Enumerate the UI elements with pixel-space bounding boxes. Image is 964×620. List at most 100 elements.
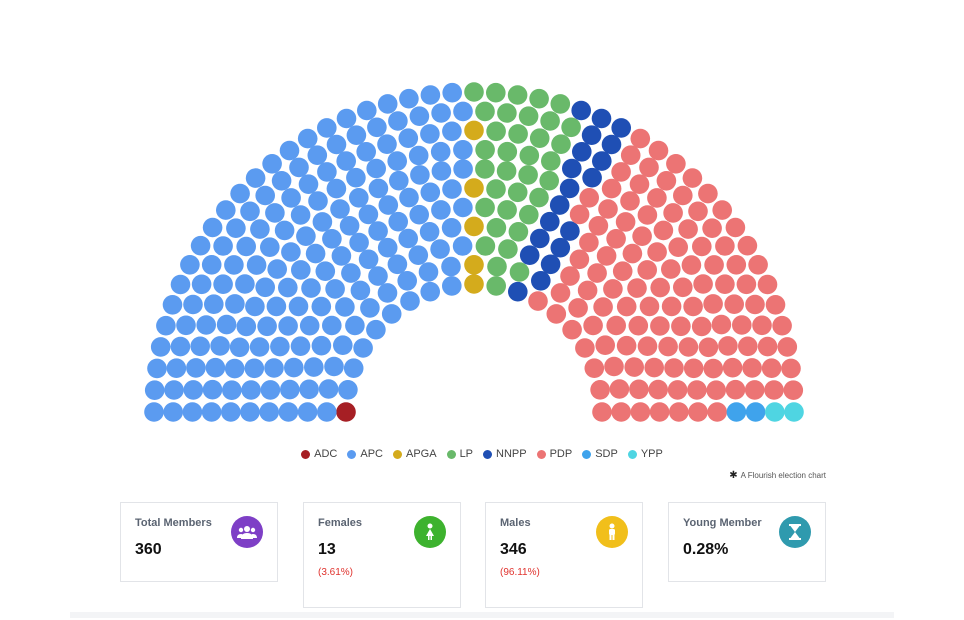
seat-apc[interactable]	[409, 204, 430, 225]
seat-apc[interactable]	[299, 379, 319, 400]
seat-apc[interactable]	[297, 128, 318, 149]
seat-pdp[interactable]	[715, 236, 735, 256]
seat-pdp[interactable]	[622, 243, 643, 264]
seat-lp[interactable]	[519, 145, 540, 166]
seat-lp[interactable]	[464, 82, 484, 102]
seat-apc[interactable]	[419, 222, 440, 242]
flourish-credit[interactable]: ✱ A Flourish election chart	[729, 470, 826, 481]
seat-pdp[interactable]	[757, 274, 778, 295]
seat-apc[interactable]	[388, 111, 408, 131]
seat-pdp[interactable]	[562, 319, 582, 340]
seat-apc[interactable]	[279, 140, 300, 161]
seat-apc[interactable]	[266, 296, 287, 317]
seat-pdp[interactable]	[661, 296, 682, 317]
seat-apc[interactable]	[296, 226, 316, 246]
seat-pdp[interactable]	[683, 296, 703, 317]
seat-lp[interactable]	[475, 159, 495, 179]
seat-apc[interactable]	[201, 254, 222, 275]
seat-apc[interactable]	[389, 170, 409, 191]
seat-apc[interactable]	[274, 220, 295, 241]
seat-apc[interactable]	[163, 402, 183, 422]
seat-apc[interactable]	[191, 274, 212, 295]
seat-apc[interactable]	[190, 336, 210, 357]
seat-apc[interactable]	[452, 236, 473, 256]
seat-pdp[interactable]	[704, 255, 724, 275]
seat-pdp[interactable]	[620, 191, 640, 211]
seat-pdp[interactable]	[630, 128, 651, 149]
seat-apc[interactable]	[336, 108, 357, 129]
seat-apc[interactable]	[442, 276, 462, 296]
seat-pdp[interactable]	[656, 171, 677, 191]
seat-apc[interactable]	[224, 255, 244, 275]
seat-apc[interactable]	[322, 315, 342, 336]
seat-nnpp[interactable]	[540, 254, 561, 275]
seat-pdp[interactable]	[748, 254, 768, 275]
seat-apc[interactable]	[377, 134, 397, 154]
seat-apc[interactable]	[216, 200, 236, 220]
seat-apc[interactable]	[441, 218, 462, 238]
seat-apc[interactable]	[408, 245, 429, 265]
seat-pdp[interactable]	[736, 274, 757, 295]
seat-pdp[interactable]	[616, 296, 637, 317]
seat-apc[interactable]	[399, 88, 419, 109]
seat-apc[interactable]	[367, 117, 387, 138]
seat-pdp[interactable]	[661, 259, 681, 279]
seat-apc[interactable]	[338, 380, 358, 400]
seat-apc[interactable]	[213, 236, 233, 256]
seat-apc[interactable]	[289, 157, 309, 178]
seat-pdp[interactable]	[715, 274, 735, 295]
seat-pdp[interactable]	[639, 296, 660, 317]
seat-lp[interactable]	[550, 94, 571, 114]
seat-pdp[interactable]	[649, 402, 670, 422]
seat-apc[interactable]	[290, 205, 311, 225]
seat-apc[interactable]	[378, 195, 399, 215]
seat-apc[interactable]	[156, 315, 176, 336]
seat-lp[interactable]	[486, 218, 507, 238]
seat-apc[interactable]	[144, 380, 165, 401]
seat-pdp[interactable]	[590, 380, 610, 400]
seat-apc[interactable]	[350, 280, 371, 301]
seat-apc[interactable]	[245, 168, 266, 188]
seat-apc[interactable]	[226, 218, 246, 238]
seat-apc[interactable]	[240, 201, 260, 222]
seat-apc[interactable]	[349, 188, 369, 208]
seat-apc[interactable]	[281, 188, 301, 208]
seat-apc[interactable]	[291, 260, 311, 280]
seat-adc[interactable]	[336, 402, 356, 422]
seat-pdp[interactable]	[687, 380, 707, 400]
seat-nnpp[interactable]	[531, 271, 551, 291]
seat-pdp[interactable]	[667, 380, 688, 400]
legend-item-sdp[interactable]: SDP	[582, 448, 618, 460]
seat-nnpp[interactable]	[562, 158, 582, 179]
seat-pdp[interactable]	[673, 277, 693, 298]
seat-apc[interactable]	[326, 178, 347, 199]
seat-sdp[interactable]	[726, 402, 747, 422]
seat-apc[interactable]	[164, 380, 184, 400]
seat-apc[interactable]	[430, 141, 451, 162]
seat-pdp[interactable]	[724, 294, 744, 315]
seat-lp[interactable]	[508, 124, 528, 144]
seat-pdp[interactable]	[629, 379, 649, 400]
seat-apc[interactable]	[260, 237, 280, 257]
seat-pdp[interactable]	[615, 212, 636, 232]
seat-pdp[interactable]	[579, 188, 599, 208]
seat-apc[interactable]	[278, 316, 298, 336]
seat-apc[interactable]	[346, 167, 366, 188]
seat-apc[interactable]	[431, 103, 451, 123]
seat-lp[interactable]	[519, 204, 539, 225]
seat-nnpp[interactable]	[572, 142, 592, 162]
seat-lp[interactable]	[518, 106, 539, 126]
seat-apc[interactable]	[324, 356, 344, 377]
seat-pdp[interactable]	[688, 201, 708, 222]
legend-item-apga[interactable]: APGA	[392, 448, 437, 460]
legend-item-nnpp[interactable]: NNPP	[483, 448, 527, 460]
seat-nnpp[interactable]	[559, 178, 580, 199]
seat-nnpp[interactable]	[549, 195, 570, 215]
seat-apc[interactable]	[176, 315, 196, 336]
seat-apc[interactable]	[230, 183, 250, 204]
seat-apc[interactable]	[420, 124, 440, 144]
seat-pdp[interactable]	[669, 402, 689, 422]
seat-apc[interactable]	[271, 171, 292, 191]
seat-pdp[interactable]	[678, 337, 699, 357]
seat-apc[interactable]	[186, 358, 206, 378]
